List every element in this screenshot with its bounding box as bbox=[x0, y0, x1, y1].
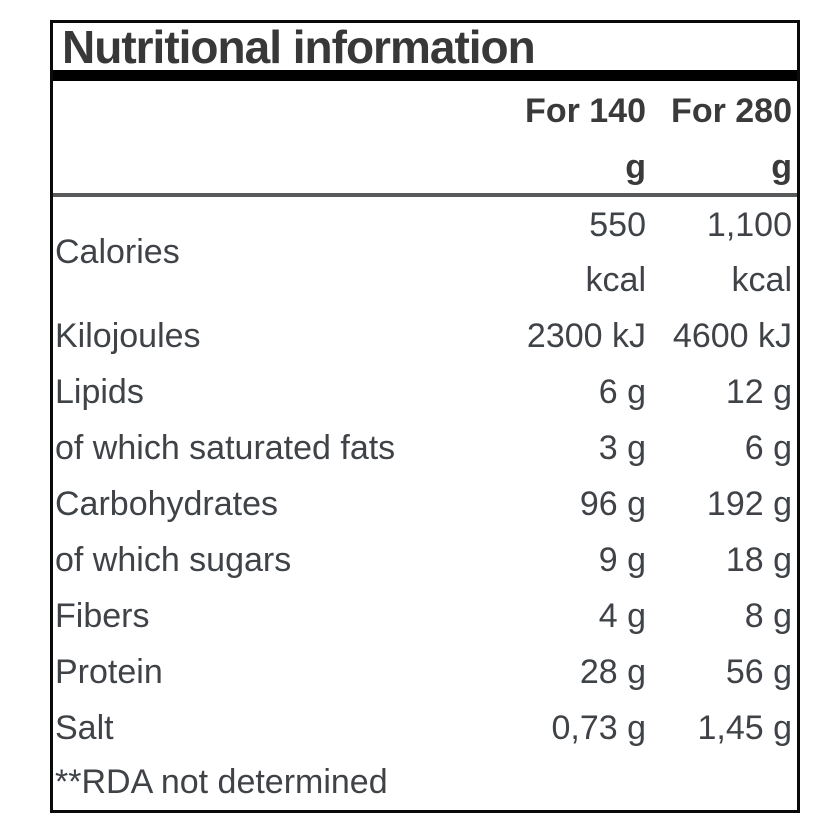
nutrient-label: Protein bbox=[55, 652, 163, 691]
column-header-serving-1-unit: g bbox=[625, 148, 646, 186]
nutrient-value-serving-1: 9 g bbox=[598, 540, 646, 579]
rda-footnote: **RDA not determined bbox=[55, 763, 388, 801]
column-header-serving-2-unit: g bbox=[771, 148, 792, 186]
nutrient-label: of which saturated fats bbox=[55, 428, 396, 467]
nutrient-value-serving-1: 6 g bbox=[598, 372, 646, 411]
nutrient-value-serving-2: 1,45 g bbox=[697, 708, 792, 747]
nutrient-label: of which sugars bbox=[55, 540, 292, 579]
nutrient-row: Carbohydrates 96 g 192 g bbox=[53, 476, 797, 532]
nutrient-value-serving-1: 3 g bbox=[598, 428, 646, 467]
nutrient-value-serving-1: 2300 kJ bbox=[526, 316, 646, 355]
nutrient-row: Lipids 6 g 12 g bbox=[53, 364, 797, 420]
nutrient-value-serving-2: 1,100 kcal bbox=[706, 205, 792, 299]
nutrient-value-serving-2: 4600 kJ bbox=[672, 316, 792, 355]
nutrient-row: Kilojoules 2300 kJ 4600 kJ bbox=[53, 308, 797, 364]
column-headers-spacer bbox=[53, 81, 498, 193]
nutrient-value-serving-2: 6 g bbox=[744, 428, 792, 467]
nutrient-row: Fibers 4 g 8 g bbox=[53, 588, 797, 644]
column-header-serving-1-label: For 140 bbox=[525, 92, 646, 130]
nutrient-row: Salt 0,73 g 1,45 g bbox=[53, 700, 797, 756]
nutrient-row: of which saturated fats 3 g 6 g bbox=[53, 420, 797, 476]
title-divider-rule bbox=[53, 70, 797, 81]
nutrient-value-serving-1: 550 kcal bbox=[585, 205, 646, 299]
nutrient-value-serving-2: 8 g bbox=[744, 596, 792, 635]
nutrient-label: Salt bbox=[55, 708, 114, 747]
nutrient-value-serving-1: 28 g bbox=[579, 652, 646, 691]
nutrient-row: of which sugars 9 g 18 g bbox=[53, 532, 797, 588]
column-header-serving-1: For 140 g bbox=[498, 81, 646, 193]
nutrient-value-serving-2: 18 g bbox=[725, 540, 792, 579]
nutrient-value-serving-1: 96 g bbox=[579, 484, 646, 523]
table-title: Nutritional information bbox=[62, 21, 536, 73]
nutrient-value-serving-1: 0,73 g bbox=[551, 708, 646, 747]
column-headers-row: For 140 g For 280 g bbox=[53, 81, 797, 193]
nutrient-value-serving-2: 12 g bbox=[725, 372, 792, 411]
nutrient-row: Protein 28 g 56 g bbox=[53, 644, 797, 700]
header-divider-rule bbox=[53, 193, 797, 197]
nutrient-label: Carbohydrates bbox=[55, 484, 279, 523]
nutrition-rows: Calories 550 kcal 1,100 kcal Kilojoules … bbox=[53, 197, 797, 756]
nutrient-label: Lipids bbox=[55, 372, 144, 411]
column-header-serving-2-label: For 280 bbox=[671, 92, 792, 130]
nutrition-facts-table: Nutritional information For 140 g For 28… bbox=[50, 20, 800, 813]
nutrient-value-serving-1: 4 g bbox=[598, 596, 646, 635]
nutrient-label: Fibers bbox=[55, 596, 150, 635]
nutrient-label: Kilojoules bbox=[55, 316, 201, 355]
column-header-serving-2: For 280 g bbox=[646, 81, 797, 193]
nutrient-value-serving-2: 56 g bbox=[725, 652, 792, 691]
nutrient-row: Calories 550 kcal 1,100 kcal bbox=[53, 197, 797, 308]
nutrient-value-serving-2: 192 g bbox=[706, 484, 792, 523]
nutrient-label: Calories bbox=[55, 233, 180, 271]
